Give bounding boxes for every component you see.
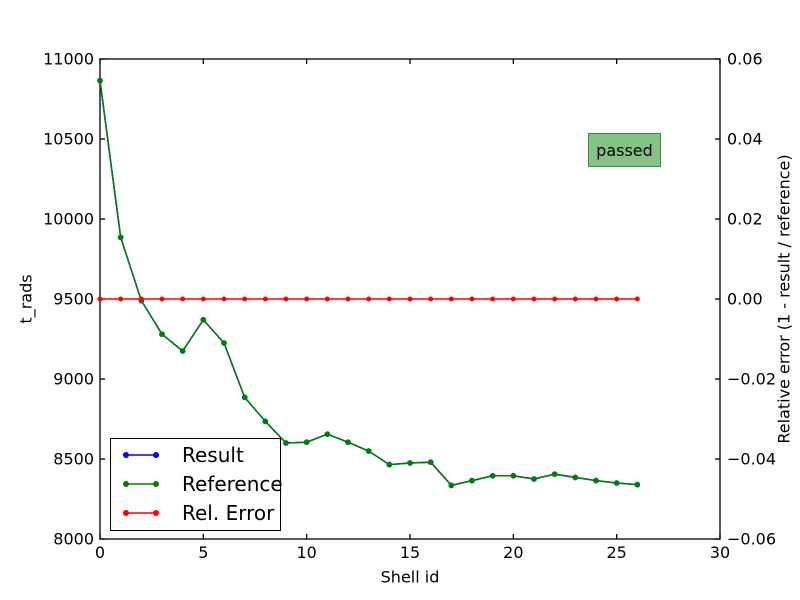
y-tick-label-left: 9000	[53, 370, 94, 389]
series-marker-rel-error	[180, 296, 186, 302]
y-tick-label-right: 0.00	[727, 290, 763, 309]
series-marker-rel-error	[531, 296, 537, 302]
legend-line-sample	[123, 509, 159, 516]
y-tick-label-right: 0.06	[727, 50, 763, 69]
y-tick-label-left: 10500	[43, 130, 94, 149]
series-marker-rel-error	[262, 296, 268, 302]
x-tick-label: 25	[606, 543, 626, 562]
legend-item: Rel. Error	[122, 498, 280, 527]
series-marker-rel-error	[386, 296, 392, 302]
series-marker-reference	[551, 471, 558, 478]
series-marker-reference	[386, 461, 393, 468]
series-marker-rel-error	[97, 296, 103, 302]
x-axis-label: Shell id	[381, 568, 440, 587]
y-tick-label-left: 10000	[43, 210, 94, 229]
series-marker-reference	[448, 482, 455, 489]
series-marker-rel-error	[345, 296, 351, 302]
series-marker-rel-error	[283, 296, 289, 302]
series-marker-rel-error	[200, 296, 206, 302]
legend-item-label: Rel. Error	[182, 500, 275, 525]
legend-sample-marker	[153, 451, 159, 458]
series-marker-rel-error	[469, 296, 475, 302]
series-marker-rel-error	[428, 296, 434, 302]
x-tick-label: 5	[198, 543, 208, 562]
series-marker-reference	[159, 331, 165, 338]
y-axis-label-left: t_rads	[17, 274, 37, 323]
series-marker-rel-error	[138, 296, 144, 302]
y-tick-label-left: 11000	[43, 50, 94, 69]
series-marker-reference	[365, 448, 372, 454]
series-marker-rel-error	[324, 296, 330, 302]
y-tick-label-left: 8000	[53, 530, 94, 549]
series-marker-reference	[613, 480, 620, 486]
series-marker-reference	[324, 431, 331, 438]
series-marker-rel-error	[593, 296, 599, 302]
series-marker-rel-error	[572, 296, 578, 302]
legend-sample-marker	[153, 480, 159, 487]
series-line-reference	[99, 80, 638, 487]
legend-sample-marker	[153, 509, 159, 516]
y-tick-label-left: 9500	[53, 290, 94, 309]
series-marker-reference	[262, 418, 269, 425]
series-marker-reference	[531, 476, 537, 482]
x-tick-label: 30	[710, 543, 730, 562]
y-tick-label-right: 0.04	[727, 130, 763, 149]
y-tick-label-right: 0.02	[727, 210, 763, 229]
y-tick-label-left: 8500	[53, 450, 94, 469]
series-marker-reference	[489, 473, 496, 479]
series-marker-rel-error	[552, 296, 558, 302]
series-marker-rel-error	[366, 296, 372, 302]
legend-item-label: Reference	[182, 471, 283, 496]
series-line-result	[99, 80, 638, 487]
series-marker-rel-error	[614, 296, 620, 302]
series-marker-rel-error	[634, 296, 640, 302]
series-marker-rel-error	[221, 296, 227, 302]
legend-line-sample	[123, 451, 159, 458]
series-marker-reference	[200, 317, 207, 323]
y-tick-label-right: −0.06	[727, 530, 776, 549]
series-marker-rel-error	[490, 296, 496, 302]
series-marker-reference	[407, 460, 413, 466]
x-tick-label: 15	[400, 543, 420, 562]
series-marker-rel-error	[118, 296, 124, 302]
series-marker-rel-error	[242, 296, 248, 302]
series-marker-reference	[283, 440, 289, 446]
series-marker-reference	[241, 394, 248, 401]
series-marker-rel-error	[407, 296, 413, 302]
series-marker-reference	[510, 473, 517, 479]
series-marker-reference	[97, 77, 103, 84]
x-tick-label: 20	[503, 543, 523, 562]
series-marker-reference	[469, 477, 475, 484]
status-badge: passed	[588, 133, 661, 167]
legend-sample-marker	[123, 451, 129, 458]
series-marker-rel-error	[159, 296, 165, 302]
y-tick-label-right: −0.02	[727, 370, 776, 389]
legend-sample-marker	[123, 480, 129, 487]
x-tick-label: 0	[95, 543, 105, 562]
legend-item: Reference	[122, 469, 283, 498]
legend-sample-marker	[123, 509, 129, 516]
legend-item: Result	[122, 440, 280, 469]
y-axis-label-right: Relative error (1 - result / reference)	[775, 154, 794, 443]
series-marker-reference	[593, 477, 599, 484]
series-marker-reference	[179, 348, 186, 354]
legend-item-label: Result	[182, 442, 244, 467]
legend: Result Reference Rel. Error	[110, 438, 283, 531]
plot-area: 0 5 10 15 20 25 30 8000 8500 9000 9500 10000 10500 11…	[43, 50, 776, 563]
series-marker-reference	[634, 481, 641, 488]
series-marker-reference	[427, 459, 434, 466]
series-marker-reference	[303, 439, 310, 446]
legend-line-sample	[123, 480, 159, 487]
series-marker-rel-error	[510, 296, 516, 302]
y-tick-label-right: −0.04	[727, 450, 776, 469]
series-marker-rel-error	[304, 296, 310, 302]
series-marker-reference	[572, 474, 579, 481]
series-marker-rel-error	[448, 296, 454, 302]
series-marker-reference	[221, 340, 227, 346]
x-tick-label: 10	[296, 543, 316, 562]
series-marker-reference	[117, 234, 124, 241]
series-marker-reference	[345, 439, 351, 446]
